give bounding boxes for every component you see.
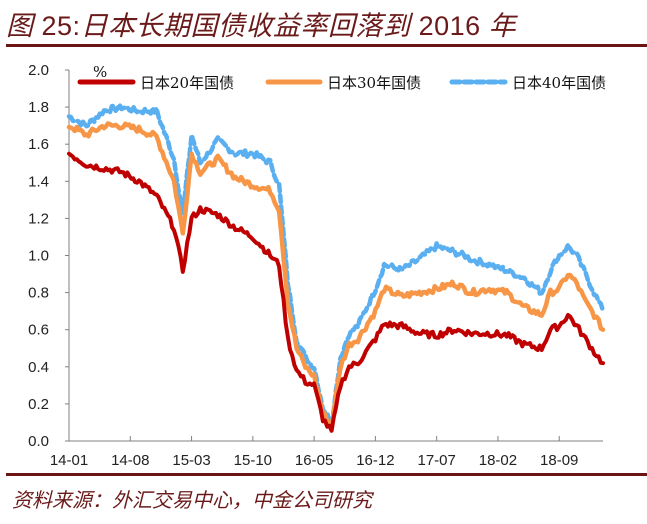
y-tick-label: 2.0 bbox=[28, 62, 49, 79]
unit-label: % bbox=[93, 63, 107, 81]
legend-label: 日本40年国债 bbox=[512, 74, 606, 92]
series-line-jgb30 bbox=[66, 121, 606, 429]
chart-legend: % 日本20年国债 日本30年国债 日本40年国债 bbox=[77, 63, 606, 92]
y-tick-label: 1.2 bbox=[28, 210, 49, 227]
y-tick-label: 0.2 bbox=[28, 396, 49, 413]
x-tick-label: 16-12 bbox=[356, 452, 394, 469]
chart-series bbox=[66, 102, 606, 433]
x-tick-label: 15-03 bbox=[172, 452, 210, 469]
chart-axes: 0.0 0.2 0.4 0.6 0.8 1.0 1.2 1.4 1.6 1.8 2.0 14-01 14… bbox=[28, 62, 603, 469]
title-suffix: 年 bbox=[488, 11, 517, 41]
y-tick-label: 1.0 bbox=[28, 248, 49, 265]
title-number: 25: bbox=[41, 11, 81, 41]
y-tick-label: 1.4 bbox=[28, 173, 49, 190]
x-tick-label: 18-09 bbox=[540, 452, 578, 469]
source-note: 资料来源：外汇交易中心，中金公司研究 bbox=[12, 488, 372, 512]
title-prefix: 图 bbox=[6, 11, 42, 41]
x-tick-label: 15-10 bbox=[234, 452, 272, 469]
y-tick-label: 1.6 bbox=[28, 136, 49, 153]
title-year: 2016 bbox=[410, 11, 489, 41]
title-divider bbox=[6, 44, 647, 47]
series-line-jgb40 bbox=[66, 102, 606, 427]
y-tick-label: 0.8 bbox=[28, 285, 49, 302]
y-tick-label: 1.8 bbox=[28, 99, 49, 116]
x-tick-label: 17-07 bbox=[417, 452, 455, 469]
y-tick-label: 0.4 bbox=[28, 359, 49, 376]
footer-divider bbox=[6, 473, 647, 476]
x-tick-label: 16-05 bbox=[295, 452, 333, 469]
legend-label: 日本20年国债 bbox=[140, 74, 234, 92]
x-tick-label: 18-02 bbox=[479, 452, 517, 469]
x-tick-label: 14-08 bbox=[111, 452, 149, 469]
series-line-jgb20 bbox=[67, 151, 605, 433]
x-tick-label: 14-01 bbox=[50, 452, 88, 469]
legend-label: 日本30年国债 bbox=[327, 74, 421, 92]
y-tick-label: 0.0 bbox=[28, 433, 49, 450]
y-tick-label: 0.6 bbox=[28, 322, 49, 339]
page-title: 图 25:日本长期国债收益率回落到 2016 年 bbox=[6, 4, 516, 43]
title-text: 日本长期国债收益率回落到 bbox=[80, 11, 411, 41]
